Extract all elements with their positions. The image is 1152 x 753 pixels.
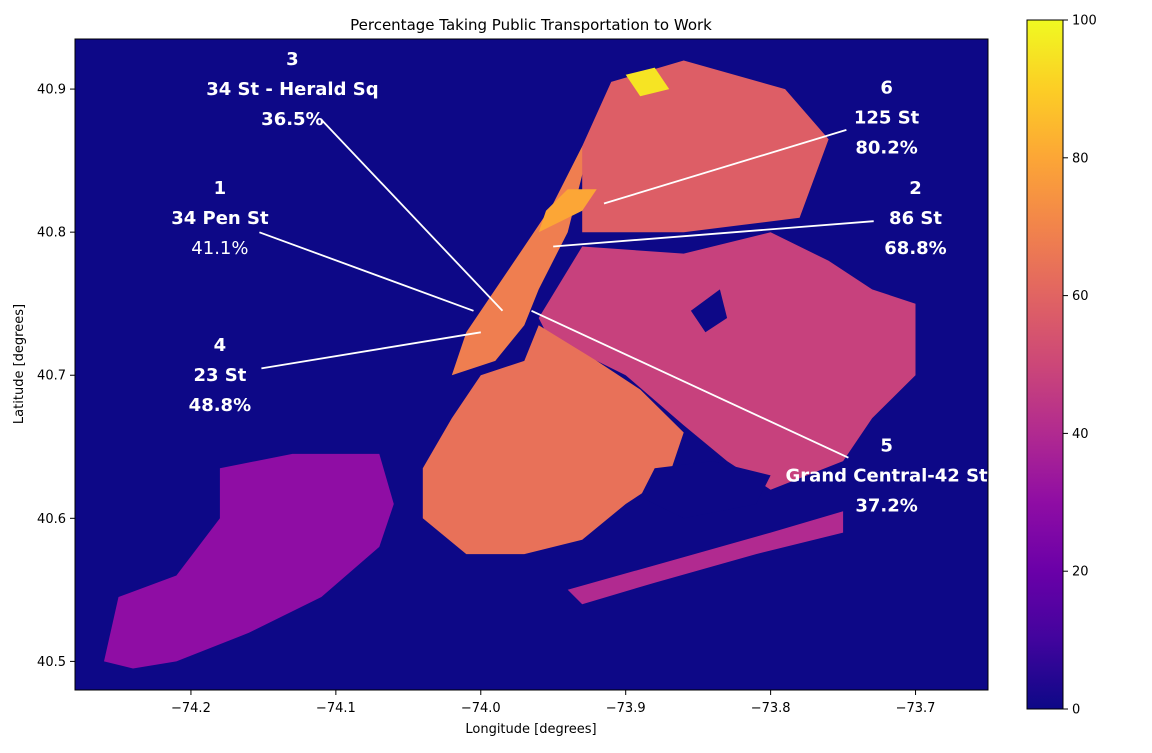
annotation-station: 23 St — [193, 365, 246, 386]
y-tick-label: 40.6 — [37, 512, 66, 527]
annotation-number: 3 — [286, 49, 299, 70]
annotation-number: 4 — [214, 335, 227, 356]
annotation-percent: 48.8% — [189, 395, 251, 416]
annotation-line-1 — [259, 231, 474, 312]
annotation-station: 125 St — [854, 108, 920, 129]
y-tick-label: 40.8 — [37, 226, 66, 241]
region-harlem-core — [538, 189, 597, 233]
map-regions — [104, 60, 916, 669]
annotation-number: 2 — [909, 178, 922, 199]
y-axis-label: Latitude [degrees] — [12, 304, 27, 424]
region-manhattan — [451, 124, 604, 376]
colorbar-tick-label: 20 — [1072, 565, 1089, 580]
annotation-percent: 41.1% — [191, 238, 248, 259]
y-axis: 40.5 40.6 40.7 40.8 40.9 — [37, 83, 75, 670]
region-flushing-meadows — [690, 289, 728, 333]
colorbar-tick-label: 0 — [1072, 703, 1080, 718]
annotation-lines — [259, 118, 874, 459]
x-tick-label: −74.0 — [461, 701, 501, 716]
region-staten-island — [104, 453, 394, 669]
annotation-percent: 37.2% — [855, 495, 917, 516]
region-bronx — [582, 60, 829, 233]
annotation-percent: 36.5% — [261, 109, 323, 130]
annotation-line-2 — [553, 220, 874, 248]
annotation-percent: 68.8% — [884, 238, 946, 259]
region-queens — [538, 232, 916, 490]
x-tick-label: −73.7 — [896, 701, 936, 716]
region-jamaica-bay — [640, 461, 771, 519]
annotation-percent: 80.2% — [855, 138, 917, 159]
x-axis-label: Longitude [degrees] — [465, 722, 596, 737]
x-tick-label: −73.8 — [751, 701, 791, 716]
region-rockaway — [567, 511, 844, 605]
x-tick-label: −73.9 — [606, 701, 646, 716]
colorbar-tick-label: 60 — [1072, 289, 1089, 304]
x-tick-label: −74.1 — [316, 701, 356, 716]
y-tick-label: 40.9 — [37, 83, 66, 98]
plot-frame — [74, 38, 989, 691]
colorbar-tick-label: 40 — [1072, 427, 1089, 442]
y-tick-label: 40.5 — [37, 655, 66, 670]
colorbar-tick-label: 80 — [1072, 151, 1089, 166]
annotation-line-4 — [261, 331, 481, 370]
annotation-station: 34 Pen St — [171, 208, 269, 229]
annotation-line-5 — [531, 309, 849, 459]
annotation-number: 6 — [880, 78, 893, 99]
region-brooklyn — [422, 325, 684, 555]
y-tick-label: 40.7 — [37, 369, 66, 384]
annotation-line-3 — [320, 118, 504, 312]
annotation-station: Grand Central-42 St — [786, 465, 989, 486]
annotation-station: 34 St - Herald Sq — [206, 79, 378, 100]
colorbar-ticks: 0 20 40 60 80 100 — [1063, 14, 1097, 718]
chart-title: Percentage Taking Public Transportation … — [350, 16, 712, 34]
annotation-number: 1 — [214, 178, 227, 199]
colorbar-tick-label: 100 — [1072, 14, 1097, 29]
region-south-bronx-hotspot — [625, 67, 670, 97]
annotation-line-6 — [603, 129, 847, 205]
annotation-number: 5 — [880, 435, 893, 456]
x-tick-label: −74.2 — [171, 701, 211, 716]
annotation-station: 86 St — [889, 208, 942, 229]
annotation-labels: 1 34 Pen St 41.1% 2 86 St 68.8% 3 34 St - Heral… — [171, 49, 988, 516]
colorbar — [1026, 19, 1064, 710]
x-axis: −74.2 −74.1 −74.0 −73.9 −73.8 −73.7 — [171, 690, 935, 716]
